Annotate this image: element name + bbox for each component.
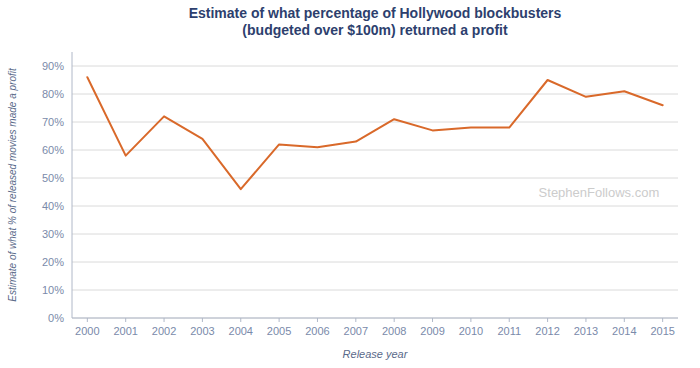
y-grid-line	[72, 318, 678, 319]
x-tick-mark	[279, 318, 280, 322]
x-tick-mark	[394, 318, 395, 322]
x-tick-mark	[317, 318, 318, 322]
y-ticks: 0% 10% 20% 30% 40% 50% 60% 70% 80% 90%	[42, 60, 64, 324]
x-tick-label: 2013	[574, 325, 598, 337]
x-tick-label: 2003	[190, 325, 214, 337]
x-ticks: 2000 2001 2002 2003 2004 2005 2006 2007 2008 2009…	[75, 318, 675, 337]
x-tick-label: 2006	[305, 325, 329, 337]
y-tick-label: 0%	[48, 312, 64, 324]
y-grid-line	[72, 234, 678, 235]
chart-title: Estimate of what percentage of Hollywood…	[189, 5, 562, 38]
y-grid-line	[72, 66, 678, 67]
y-grid-line	[72, 178, 678, 179]
x-tick-label: 2014	[612, 325, 636, 337]
x-tick-label: 2008	[382, 325, 406, 337]
x-tick-label: 2002	[152, 325, 176, 337]
y-grid-line	[72, 290, 678, 291]
x-tick-mark	[355, 318, 356, 322]
x-tick-label: 2000	[75, 325, 99, 337]
y-tick-label: 10%	[42, 284, 64, 296]
y-tick-label: 30%	[42, 228, 64, 240]
x-axis-line	[72, 318, 678, 319]
y-axis-label: Estimate of what % of released movies ma…	[7, 67, 18, 302]
x-tick-mark	[202, 318, 203, 322]
chart-svg: Estimate of what percentage of Hollywood…	[0, 0, 700, 368]
x-tick-label: 2004	[229, 325, 253, 337]
x-tick-mark	[585, 318, 586, 322]
x-tick-mark	[547, 318, 548, 322]
x-tick-label: 2007	[344, 325, 368, 337]
x-tick-mark	[432, 318, 433, 322]
x-tick-mark	[125, 318, 126, 322]
y-grid-line	[72, 94, 678, 95]
y-grid-line	[72, 122, 678, 123]
watermark: StephenFollows.com	[539, 185, 660, 200]
y-tick-label: 80%	[42, 88, 64, 100]
x-tick-mark	[87, 318, 88, 322]
x-tick-mark	[509, 318, 510, 322]
y-tick-label: 60%	[42, 144, 64, 156]
x-tick-label: 2009	[420, 325, 444, 337]
x-tick-label: 2001	[113, 325, 137, 337]
background	[0, 0, 700, 368]
x-tick-mark	[164, 318, 165, 322]
chart-title-line: Estimate of what percentage of Hollywood…	[189, 5, 562, 21]
x-tick-label: 2005	[267, 325, 291, 337]
data-line	[87, 77, 662, 189]
y-axis-line	[72, 52, 73, 318]
y-tick-label: 50%	[42, 172, 64, 184]
x-tick-mark	[624, 318, 625, 322]
x-tick-label: 2015	[650, 325, 674, 337]
x-axis-label: Release year	[343, 348, 409, 360]
x-tick-label: 2011	[497, 325, 521, 337]
chart-container: Estimate of what percentage of Hollywood…	[0, 0, 700, 368]
x-tick-mark	[662, 318, 663, 322]
data-group	[87, 77, 662, 189]
x-tick-mark	[240, 318, 241, 322]
y-grid-line	[72, 206, 678, 207]
y-grid-line	[72, 150, 678, 151]
grid	[72, 66, 678, 318]
chart-title-line: (budgeted over $100m) returned a profit	[242, 22, 508, 38]
y-tick-label: 90%	[42, 60, 64, 72]
x-tick-mark	[470, 318, 471, 322]
y-grid-line	[72, 262, 678, 263]
y-tick-label: 70%	[42, 116, 64, 128]
x-tick-label: 2012	[535, 325, 559, 337]
y-tick-label: 40%	[42, 200, 64, 212]
y-tick-label: 20%	[42, 256, 64, 268]
x-tick-label: 2010	[459, 325, 483, 337]
